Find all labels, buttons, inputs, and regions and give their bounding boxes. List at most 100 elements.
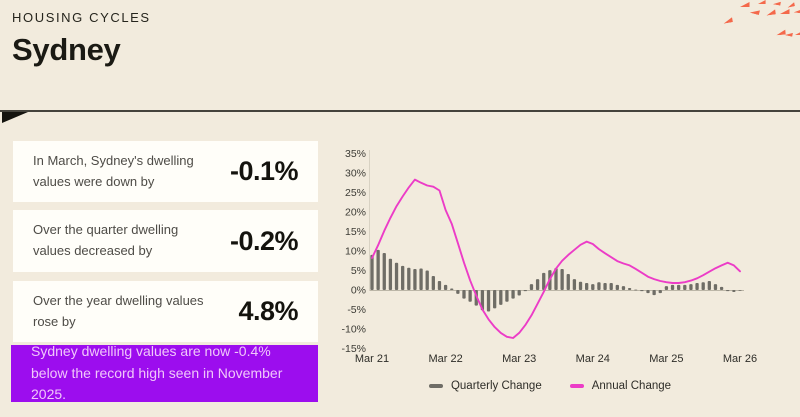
page-title: Sydney (12, 32, 121, 67)
page-eyebrow: HOUSING CYCLES (12, 10, 151, 25)
quarterly-change-bar (713, 284, 718, 290)
quarterly-change-bar (388, 258, 393, 290)
quarterly-change-bar (646, 290, 650, 294)
quarterly-change-bar (480, 290, 485, 311)
quarterly-change-bar (560, 268, 564, 290)
quarterly-change-swatch-icon (428, 384, 443, 388)
quarterly-change-bar (462, 290, 466, 299)
quarterly-change-bar (695, 282, 699, 290)
x-axis-tick-label: Mar 25 (649, 353, 683, 365)
quarterly-change-bar (425, 270, 429, 290)
coral-triangle-icon (773, 0, 781, 5)
x-axis-tick-label: Mar 21 (355, 353, 389, 365)
stat-label: In March, Sydney's dwelling values were … (33, 152, 194, 189)
quarterly-change-bar (726, 290, 730, 292)
y-axis-tick-label: 0% (351, 285, 366, 297)
quarterly-change-bar (468, 290, 472, 302)
quarterly-change-bar (597, 282, 601, 290)
quarterly-change-bar (437, 281, 442, 290)
coral-triangle-icon (723, 17, 733, 24)
coral-triangle-icon (780, 9, 790, 14)
quarterly-change-bar (683, 284, 687, 290)
page-header: HOUSING CYCLES Sydney (12, 10, 151, 68)
coral-triangle-icon (766, 9, 776, 15)
quarterly-change-bar (719, 286, 724, 290)
legend-item-quarterly-change[interactable]: Quarterly Change (428, 380, 542, 392)
y-axis-tick-label: 30% (345, 168, 366, 180)
quarterly-change-bar (603, 282, 607, 290)
quarterly-change-bar (701, 282, 705, 290)
y-axis-tick-label: 25% (345, 187, 366, 199)
quarterly-change-bar (634, 289, 638, 291)
legend-item-annual-change[interactable]: Annual Change (569, 380, 672, 392)
y-axis-tick-label: -5% (347, 304, 366, 316)
quarterly-change-bar (529, 284, 534, 290)
quarterly-change-bar (535, 279, 540, 290)
quarterly-change-bar (554, 268, 558, 290)
x-axis-tick-label: Mar 24 (576, 353, 610, 365)
quarterly-change-bar (523, 290, 527, 292)
quarterly-change-bar (443, 284, 448, 290)
stat-value: -0.1% (229, 156, 299, 186)
quarterly-change-bar (578, 281, 583, 290)
quarterly-change-bar (407, 267, 411, 290)
quarterly-change-bar (640, 290, 644, 292)
stat-card-monthly: In March, Sydney's dwelling values were … (13, 141, 318, 202)
coral-triangle-icon (776, 30, 786, 36)
coral-triangle-icon (740, 2, 750, 7)
quarterly-change-bar (615, 284, 619, 290)
legend-label: Annual Change (591, 380, 672, 392)
quarterly-change-bar (394, 262, 399, 290)
quarterly-change-bar (376, 249, 380, 290)
stat-value: 4.8% (238, 296, 298, 326)
coral-triangle-icon (750, 8, 760, 15)
quarterly-change-bar (689, 284, 693, 290)
x-axis-tick-label: Mar 26 (723, 353, 757, 365)
quarterly-change-bar (707, 281, 711, 290)
quarterly-change-bar (732, 290, 736, 292)
quarterly-change-bar (585, 282, 589, 290)
quarterly-change-bar (517, 290, 521, 296)
quarterly-change-bar (738, 290, 742, 291)
quarterly-change-bar (370, 254, 374, 290)
divider-triangle-marker (2, 112, 28, 123)
quarterly-change-bar (591, 284, 595, 290)
annual-change-line (371, 178, 741, 339)
quarterly-change-bar (382, 252, 386, 290)
quarterly-change-bar (627, 288, 632, 290)
quarterly-change-bar (419, 268, 423, 290)
quarterly-change-bar (664, 286, 669, 290)
y-axis-tick-label: 15% (345, 226, 366, 238)
record-high-callout: Sydney dwelling values are now -0.4% bel… (11, 343, 318, 402)
stat-label: Over the quarter dwelling values decreas… (33, 222, 179, 258)
quarterly-change-bar (609, 282, 613, 290)
quarterly-change-bar (493, 290, 497, 309)
x-axis-tick-label: Mar 22 (428, 353, 462, 365)
x-axis-tick-label: Mar 23 (502, 353, 536, 365)
quarterly-change-bar (621, 286, 626, 290)
y-axis-tick-label: 10% (345, 246, 366, 258)
quarterly-change-bar (401, 265, 405, 290)
y-axis-tick-label: -15% (341, 343, 366, 355)
housing-cycles-chart: 35% 30% 25% 20% 15% 10% 5% 0% -5% -10% -15%Mar 21 M… (341, 148, 757, 365)
quarterly-change-bar (511, 290, 515, 299)
stat-label: Over the year dwelling values rose by (33, 292, 204, 329)
quarterly-change-bar (652, 290, 656, 296)
section-divider (0, 110, 800, 123)
quarterly-change-bar (413, 268, 417, 290)
quarterly-change-bar (670, 284, 675, 290)
coral-triangle-icon (787, 2, 795, 7)
y-axis-tick-label: 35% (345, 148, 366, 160)
quarterly-change-bar (450, 288, 454, 290)
quarterly-change-bar (499, 290, 503, 305)
coral-triangle-icon (795, 30, 800, 35)
quarterly-change-bar (677, 284, 681, 290)
quarterly-change-bar (505, 290, 509, 302)
y-axis-tick-label: -10% (341, 324, 366, 336)
coral-triangle-icon (794, 7, 800, 13)
y-axis-tick-label: 20% (345, 207, 366, 219)
coral-triangle-icon (758, 0, 766, 4)
stat-card-quarterly: Over the quarter dwelling values decreas… (13, 210, 318, 272)
stat-value: -0.2% (229, 225, 299, 256)
legend-label: Quarterly Change (450, 380, 542, 392)
